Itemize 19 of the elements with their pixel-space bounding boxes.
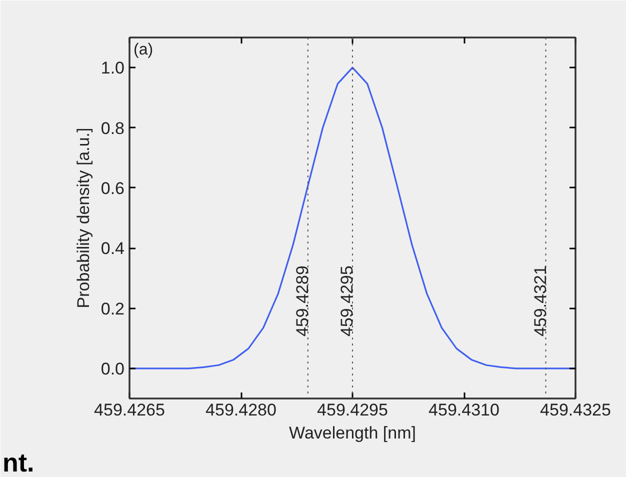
y-tick-label: 0.8 (100, 118, 125, 138)
y-tick-label: 0.4 (100, 239, 125, 258)
ref-line-label: 459.4289 (292, 266, 312, 336)
y-axis-title: Probability density [a.u.] (74, 128, 93, 308)
ref-line-label: 459.4295 (338, 266, 356, 336)
text: nt. (2, 448, 34, 477)
annotation: (a) (134, 42, 154, 58)
y-tick-label: 0.2 (100, 299, 125, 318)
x-axis-title: Wavelength [nm] (289, 424, 416, 442)
y-tick-label: 1.0 (100, 58, 125, 78)
ref-line-label: 459.4321 (530, 266, 550, 336)
x-tick-label: 459.4295 (317, 400, 388, 420)
y-tick-label: 0.0 (100, 359, 125, 378)
x-tick-label: 459.4280 (206, 400, 276, 420)
x-tick-label: 459.4265 (94, 400, 165, 420)
x-tick-label: 459.4310 (428, 400, 500, 420)
x-tick-label: 459.4325 (540, 400, 611, 420)
y-tick-label: 0.6 (100, 178, 125, 198)
line-series (130, 66, 576, 370)
